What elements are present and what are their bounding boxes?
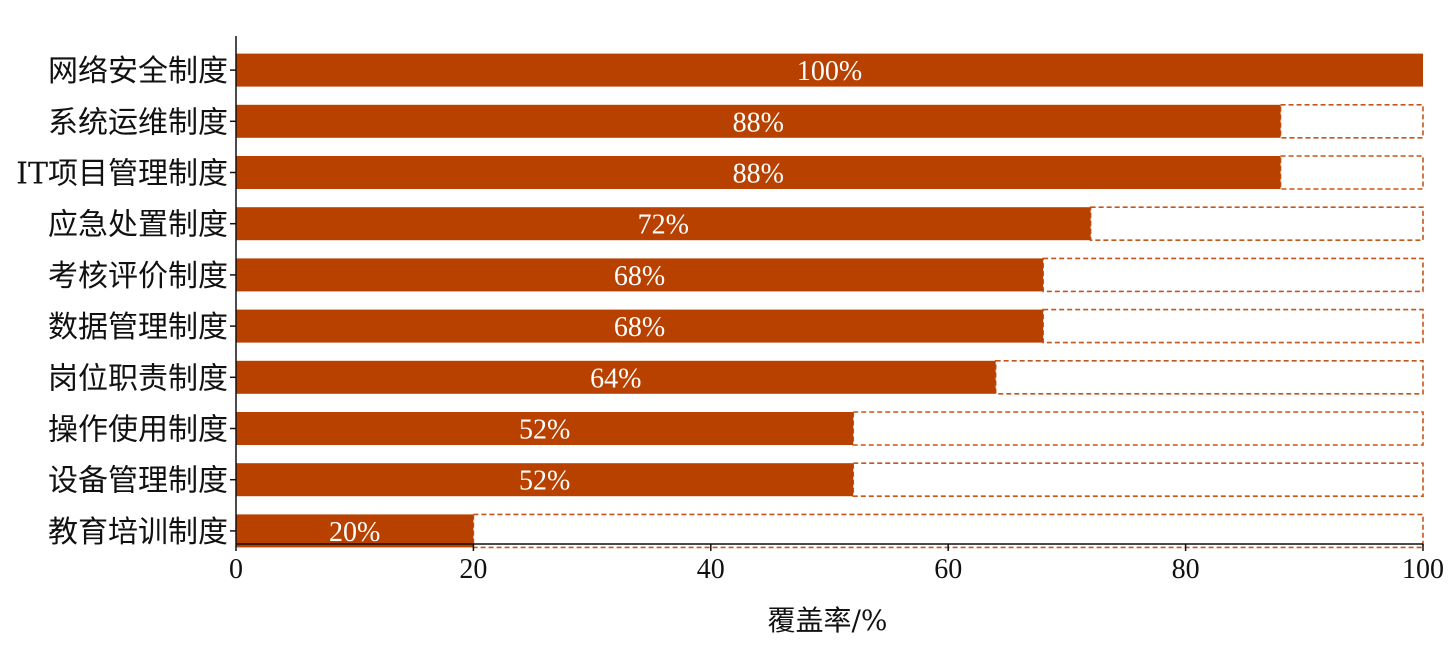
- bar: [236, 514, 474, 548]
- x-axis-title: 覆盖率/%: [767, 604, 887, 637]
- data-label: 68%: [614, 261, 665, 292]
- bar-remainder-outline: [852, 462, 1424, 498]
- bar: [236, 156, 1281, 189]
- bar: [236, 360, 996, 394]
- bar-remainder-outline: [852, 411, 1424, 446]
- bar: [236, 412, 854, 445]
- x-tick-label: 20: [459, 554, 487, 585]
- category-label: 系统运维制度: [48, 105, 228, 140]
- category-label: 考核评价制度: [48, 259, 228, 294]
- data-label: 52%: [519, 466, 570, 497]
- bar-remainder-outline: [1089, 206, 1424, 241]
- data-label: 64%: [590, 363, 641, 394]
- category-label: 网络安全制度: [48, 54, 228, 89]
- data-label: 52%: [519, 415, 570, 446]
- bar: [236, 309, 1044, 343]
- category-label: 数据管理制度: [48, 310, 228, 345]
- data-label: 68%: [614, 312, 665, 343]
- x-tick-label: 40: [697, 554, 725, 585]
- bar: [236, 258, 1044, 292]
- data-label: 72%: [638, 210, 689, 241]
- bar-remainder-outline: [472, 513, 1424, 549]
- bar-remainder-outline: [1279, 155, 1424, 190]
- category-label: 应急处置制度: [48, 208, 228, 243]
- axes-group: 0 20 40 60 80 100: [229, 36, 1444, 585]
- bar-remainder-outline: [1279, 104, 1424, 139]
- data-label: 88%: [733, 107, 784, 138]
- category-label: IT项目管理制度: [16, 157, 228, 192]
- x-tick-label: 60: [934, 554, 962, 585]
- bars-group: 100% 网络安全制度 88% 系统运维制度 88% IT项目管理制度 72% 应急处置制度 6…: [16, 53, 1424, 550]
- bar: [236, 207, 1091, 241]
- category-label: 设备管理制度: [48, 464, 228, 499]
- data-label: 100%: [797, 56, 862, 87]
- bar-remainder-outline: [1042, 308, 1424, 344]
- data-label: 88%: [733, 159, 784, 190]
- bar: [236, 463, 854, 497]
- bar-remainder-outline: [1042, 257, 1424, 293]
- bar: [236, 53, 1423, 87]
- data-label: 20%: [329, 517, 380, 548]
- x-tick-label: 0: [229, 554, 243, 585]
- category-label: 教育培训制度: [48, 515, 228, 550]
- x-tick-label: 100: [1402, 554, 1444, 585]
- category-label: 操作使用制度: [48, 413, 228, 448]
- bar: [236, 104, 1281, 138]
- category-label: 岗位职责制度: [48, 361, 228, 396]
- x-tick-label: 80: [1172, 554, 1200, 585]
- bar-remainder-outline: [994, 359, 1424, 395]
